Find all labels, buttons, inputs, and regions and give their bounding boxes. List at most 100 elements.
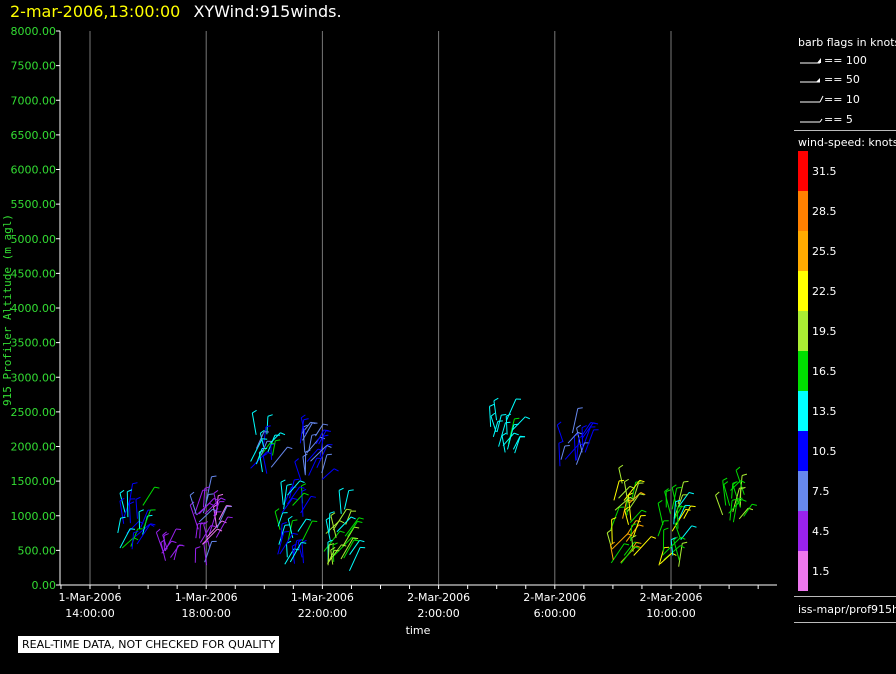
- wind-barb: [732, 499, 739, 523]
- y-axis-label: 915 Profiler Altitude (m agl): [1, 214, 14, 406]
- x-tick-time: 14:00:00: [65, 607, 114, 620]
- wind-barb: [279, 533, 294, 555]
- wind-barb: [349, 540, 360, 555]
- wind-profile-chart: 0.00 500.00 1000.00 1500.00 2000.00 2500.00 30…: [1, 25, 777, 637]
- barb-legend-row: == 10: [800, 93, 860, 106]
- speed-bin-label: 25.5: [812, 245, 837, 258]
- wind-barb: [297, 518, 307, 532]
- wind-barb: [512, 416, 526, 431]
- wind-barb-flag: [274, 508, 280, 512]
- speed-legend-title: wind-speed: knots: [798, 136, 896, 149]
- wind-barb-flag: [310, 495, 316, 498]
- wind-barb: [189, 495, 197, 515]
- wind-barb-flag: [296, 539, 302, 541]
- barb-legend-label: == 100: [824, 54, 867, 67]
- wind-barb-flag: [292, 497, 298, 500]
- wind-barb: [556, 424, 564, 442]
- wind-barb-flag: [292, 519, 298, 522]
- wind-barb: [344, 517, 360, 537]
- quality-notice: REAL-TIME DATA, NOT CHECKED FOR QUALITY: [18, 636, 280, 653]
- wind-barb: [611, 533, 628, 550]
- wind-barb-flag: [287, 446, 293, 450]
- wind-barb: [738, 507, 749, 520]
- wind-barb: [623, 480, 641, 501]
- wind-barb-flag: [624, 478, 629, 483]
- wind-barb: [134, 523, 151, 538]
- wind-barb-flag: [618, 464, 624, 469]
- wind-barb-flag: [299, 486, 305, 489]
- wind-barb: [670, 539, 674, 556]
- wind-barb: [629, 509, 643, 523]
- wind-barb-flag: [353, 539, 359, 542]
- wind-barb: [728, 499, 743, 514]
- wind-barb: [277, 512, 284, 527]
- wind-barb-flag: [639, 493, 645, 496]
- wind-barb-flag: [203, 540, 209, 544]
- wind-barb: [262, 455, 268, 474]
- wind-barb-flag: [218, 493, 224, 497]
- wind-barb: [302, 422, 313, 441]
- wind-barb-flag: [722, 477, 728, 481]
- wind-barb-flag: [119, 497, 125, 502]
- x-tick-date: 2-Mar-2006: [523, 591, 586, 604]
- wind-barb-flag: [287, 515, 293, 520]
- wind-barb-flag: [209, 502, 215, 507]
- wind-barb-flag: [127, 489, 133, 493]
- legend-divider-end: [794, 622, 896, 623]
- speed-color-swatch: [798, 151, 808, 191]
- wind-barb: [310, 445, 328, 462]
- wind-barb-flag: [639, 479, 645, 483]
- x-tick-time: 10:00:00: [646, 607, 695, 620]
- wind-barb-flag: [197, 522, 203, 525]
- wind-barb: [327, 550, 335, 564]
- wind-barb-flag: [330, 512, 336, 517]
- wind-barb: [215, 516, 229, 538]
- legend-divider-bottom: [794, 596, 896, 597]
- wind-barb: [136, 523, 151, 545]
- wind-barb: [496, 415, 502, 433]
- wind-barb: [343, 490, 350, 510]
- wind-barb-flag: [301, 488, 307, 492]
- wind-barb-flag: [489, 403, 495, 407]
- wind-barb: [321, 468, 335, 480]
- wind-barb-flag: [281, 521, 287, 525]
- wind-barb: [671, 487, 678, 510]
- wind-barb: [328, 513, 331, 533]
- wind-barb: [155, 532, 165, 555]
- wind-barb-flag: [325, 430, 331, 432]
- wind-barb: [284, 548, 295, 565]
- wind-barb: [119, 528, 131, 549]
- wind-barb: [117, 518, 122, 534]
- wind-barb-flag: [723, 481, 729, 485]
- wind-barb: [300, 417, 306, 436]
- wind-barb-flag: [501, 414, 507, 416]
- wind-barb-flag: [677, 505, 683, 509]
- wind-barb: [286, 543, 288, 558]
- wind-barb: [611, 519, 613, 545]
- wind-barb-flag: [679, 545, 685, 549]
- wind-barb-flag: [326, 444, 332, 448]
- wind-barb: [580, 422, 592, 437]
- wind-barb-flag: [275, 439, 281, 442]
- barb-legend-label: == 5: [824, 113, 853, 126]
- wind-barb-flag: [211, 475, 217, 478]
- wind-barb-flag: [606, 529, 612, 534]
- wind-barb-flag: [332, 542, 338, 546]
- wind-barb: [297, 542, 303, 558]
- wind-barb-flag: [227, 516, 233, 519]
- wind-barb: [199, 524, 201, 539]
- wind-barb-flag: [636, 541, 642, 544]
- wind-barb: [573, 435, 577, 461]
- wind-barb: [289, 542, 302, 563]
- wind-barb: [558, 443, 561, 467]
- wind-barb: [321, 454, 328, 474]
- wind-barb-flag: [663, 527, 669, 531]
- wind-barb: [609, 544, 614, 560]
- wind-barb-flag: [312, 422, 318, 424]
- wind-barb: [730, 480, 741, 491]
- wind-barb-flag: [671, 484, 677, 489]
- wind-barb-flag: [740, 480, 746, 484]
- wind-barb: [662, 536, 682, 556]
- wind-barb-flag: [330, 547, 336, 551]
- wind-barb-flag: [353, 537, 359, 540]
